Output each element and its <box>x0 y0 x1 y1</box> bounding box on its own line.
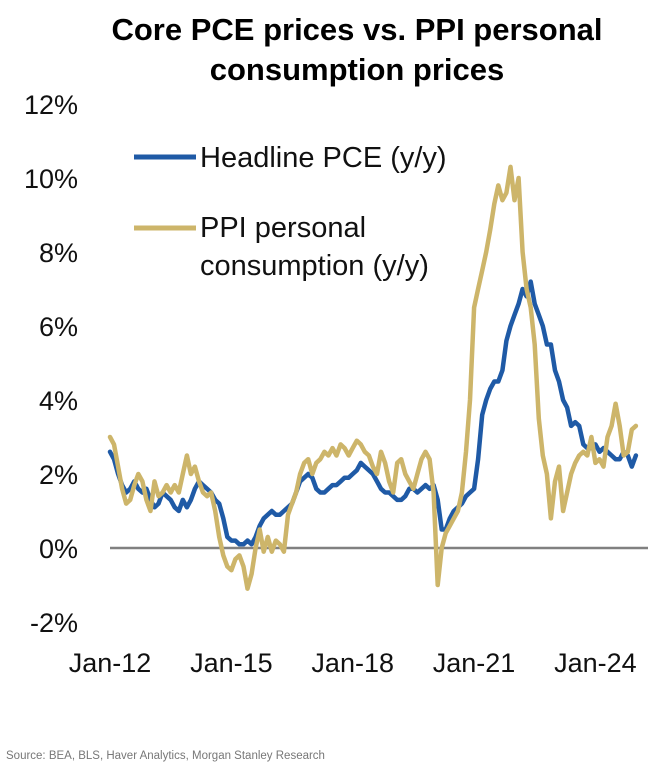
y-tick-label: 0% <box>39 534 78 564</box>
y-tick-label: 12% <box>24 90 78 120</box>
source-note: Source: BEA, BLS, Haver Analytics, Morga… <box>6 750 325 762</box>
series-line-ppi-personal-consumption <box>107 164 639 591</box>
legend-label-ppi-line-2: consumption (y/y) <box>200 250 429 282</box>
x-axis: Jan-12 Jan-15 Jan-18 Jan-21 Jan-24 <box>69 648 637 678</box>
chart-title-line-1: Core PCE prices vs. PPI personal <box>111 12 602 47</box>
x-tick-label: Jan-12 <box>69 648 152 678</box>
x-tick-label: Jan-18 <box>311 648 394 678</box>
legend-label-headline-pce: Headline PCE (y/y) <box>200 142 447 174</box>
x-tick-label: Jan-21 <box>433 648 516 678</box>
x-tick-label: Jan-24 <box>554 648 637 678</box>
y-tick-label: 8% <box>39 238 78 268</box>
series-group <box>107 164 639 591</box>
legend: Headline PCE (y/y) PPI personal consumpt… <box>134 142 447 282</box>
y-axis: 12% 10% 8% 6% 4% 2% 0% -2% <box>24 90 78 638</box>
y-tick-label: 2% <box>39 460 78 490</box>
chart-title-line-2: consumption prices <box>210 52 505 87</box>
y-tick-label: -2% <box>30 608 78 638</box>
legend-label-ppi-line-1: PPI personal <box>200 212 366 244</box>
y-tick-label: 10% <box>24 164 78 194</box>
y-tick-label: 6% <box>39 312 78 342</box>
series-line-headline-pce <box>107 279 639 547</box>
y-tick-label: 4% <box>39 386 78 416</box>
x-tick-label: Jan-15 <box>190 648 273 678</box>
